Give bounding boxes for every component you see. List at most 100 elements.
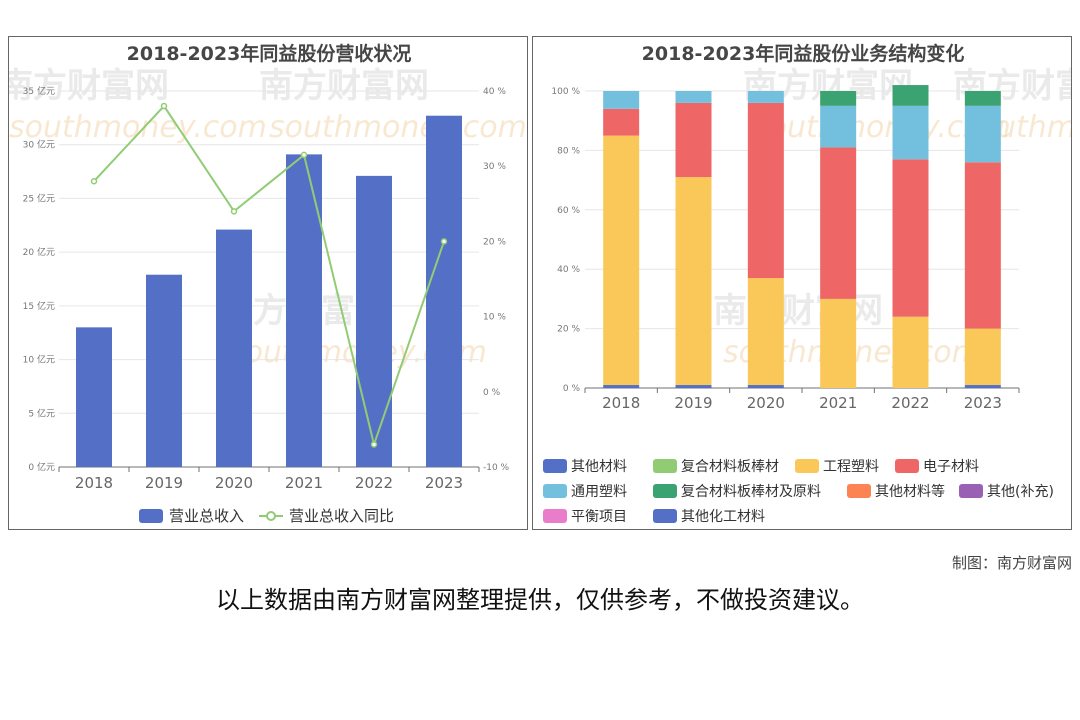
stacked-segment: [747, 385, 784, 388]
stacked-segment: [892, 316, 929, 388]
x-tick-label: 2023: [964, 394, 1002, 412]
y-tick-label: 80 %: [557, 146, 580, 156]
revenue-bar: [286, 154, 322, 467]
yoy-point: [370, 441, 378, 448]
x-tick-label: 2019: [145, 474, 183, 492]
legend-label: 其他化工材料: [681, 509, 765, 525]
stacked-segment: [675, 385, 712, 388]
stacked-segment: [820, 147, 857, 299]
y-right-tick-label: 20 %: [483, 237, 506, 247]
y-right-tick-label: 30 %: [483, 162, 506, 172]
x-tick-label: 2022: [355, 474, 393, 492]
legend-swatch: [653, 459, 677, 473]
x-tick-label: 2018: [602, 394, 640, 412]
chart-caption: 制图：南方财富网: [951, 554, 1072, 572]
yoy-point: [300, 151, 308, 159]
revenue-chart-panel: 南方财富网southmoney.com南方财富网southmoney.com南方…: [8, 36, 528, 530]
y-left-tick-label: 25 亿元: [23, 192, 55, 204]
yoy-point: [440, 238, 448, 245]
y-right-tick-label: 40 %: [483, 87, 506, 97]
disclaimer-text: 以上数据由南方财富网整理提供，仅供参考，不做投资建议。: [216, 586, 864, 614]
business-structure-chart-panel: 南方财富网southmoney.com南方财富网southmoney.com南方…: [532, 36, 1072, 530]
stacked-segment: [964, 105, 1001, 163]
y-right-tick-label: 10 %: [483, 313, 506, 323]
legend-swatch: [795, 459, 819, 473]
y-tick-label: 20 %: [557, 325, 580, 335]
stacked-segment: [964, 91, 1001, 106]
stacked-segment: [747, 102, 784, 279]
legend-swatch: [266, 511, 276, 521]
legend-swatch: [653, 484, 677, 498]
legend-swatch: [543, 509, 567, 523]
y-right-tick-label: 0 %: [483, 388, 501, 398]
yoy-point: [90, 177, 98, 185]
y-right-tick-label: -10 %: [483, 463, 510, 473]
stacked-segment: [820, 91, 857, 106]
legend-label: 工程塑料: [823, 459, 879, 475]
x-tick-label: 2018: [75, 474, 113, 492]
y-tick-label: 60 %: [557, 206, 580, 216]
x-tick-label: 2020: [215, 474, 253, 492]
stacked-segment: [964, 162, 1001, 329]
revenue-bar: [76, 327, 112, 467]
revenue-chart: 2018-2023年同益股份营收状况 0 亿元 5 亿元 10 亿元 15 亿元 20 亿…: [23, 42, 510, 525]
y-tick-label: 100 %: [551, 87, 580, 97]
business-structure-chart: 2018-2023年同益股份业务结构变化 0 % 20 % 40 % 60 % 80 % 1…: [543, 42, 1054, 525]
legend-label: 其他(补充): [987, 484, 1054, 500]
stacked-segment: [675, 177, 712, 386]
y-left-tick-label: 35 亿元: [23, 85, 55, 97]
stacked-segment: [747, 91, 784, 103]
legend-swatch: [653, 509, 677, 523]
stacked-segment: [747, 278, 784, 386]
legend-swatch: [847, 484, 871, 498]
legend-label: 电子材料: [923, 459, 979, 475]
chart-title: 2018-2023年同益股份营收状况: [127, 42, 412, 65]
revenue-bar: [356, 175, 392, 467]
legend-swatch: [895, 459, 919, 473]
y-left-tick-label: 15 亿元: [23, 300, 55, 312]
stacked-segment: [964, 385, 1001, 388]
legend-label: 通用塑料: [571, 484, 627, 500]
y-tick-label: 40 %: [557, 265, 580, 275]
yoy-point: [160, 102, 168, 110]
legend-swatch: [543, 459, 567, 473]
stacked-segment: [603, 108, 640, 136]
yoy-point: [230, 208, 238, 215]
stacked-segment: [603, 135, 640, 386]
stacked-segment: [892, 85, 929, 106]
legend-label: 复合材料板棒材: [681, 458, 779, 475]
stacked-segment: [603, 91, 640, 109]
x-tick-label: 2021: [819, 394, 857, 412]
y-tick-label: 0 %: [563, 384, 581, 394]
stacked-segment: [675, 91, 712, 103]
x-tick-label: 2023: [425, 474, 463, 492]
y-left-tick-label: 5 亿元: [28, 407, 55, 419]
x-tick-label: 2022: [891, 394, 929, 412]
stacked-segment: [675, 102, 712, 178]
y-left-tick-label: 30 亿元: [23, 139, 55, 151]
legend-swatch: [543, 484, 567, 498]
revenue-bar: [426, 115, 462, 468]
y-left-tick-label: 10 亿元: [23, 354, 55, 366]
legend-label: 复合材料板棒材及原料: [681, 483, 821, 500]
legend-label: 其他材料: [571, 459, 627, 475]
revenue-bar: [146, 274, 182, 467]
legend-label: 营业总收入同比: [289, 507, 394, 525]
legend-label: 平衡项目: [571, 509, 627, 525]
stacked-segment: [892, 105, 929, 160]
x-tick-label: 2019: [674, 394, 712, 412]
stacked-segment: [820, 298, 857, 388]
revenue-bar: [216, 229, 252, 467]
legend-label: 营业总收入: [169, 507, 244, 525]
x-tick-label: 2020: [747, 394, 785, 412]
x-tick-label: 2021: [285, 474, 323, 492]
stacked-segment: [892, 159, 929, 317]
legend-label: 其他材料等: [875, 483, 945, 500]
chart-title: 2018-2023年同益股份业务结构变化: [642, 42, 965, 65]
stacked-segment: [603, 385, 640, 388]
legend-swatch: [959, 484, 983, 498]
legend-swatch: [139, 509, 163, 523]
yoy-line: [93, 104, 445, 448]
y-left-tick-label: 0 亿元: [28, 461, 55, 473]
y-left-tick-label: 20 亿元: [23, 246, 55, 258]
